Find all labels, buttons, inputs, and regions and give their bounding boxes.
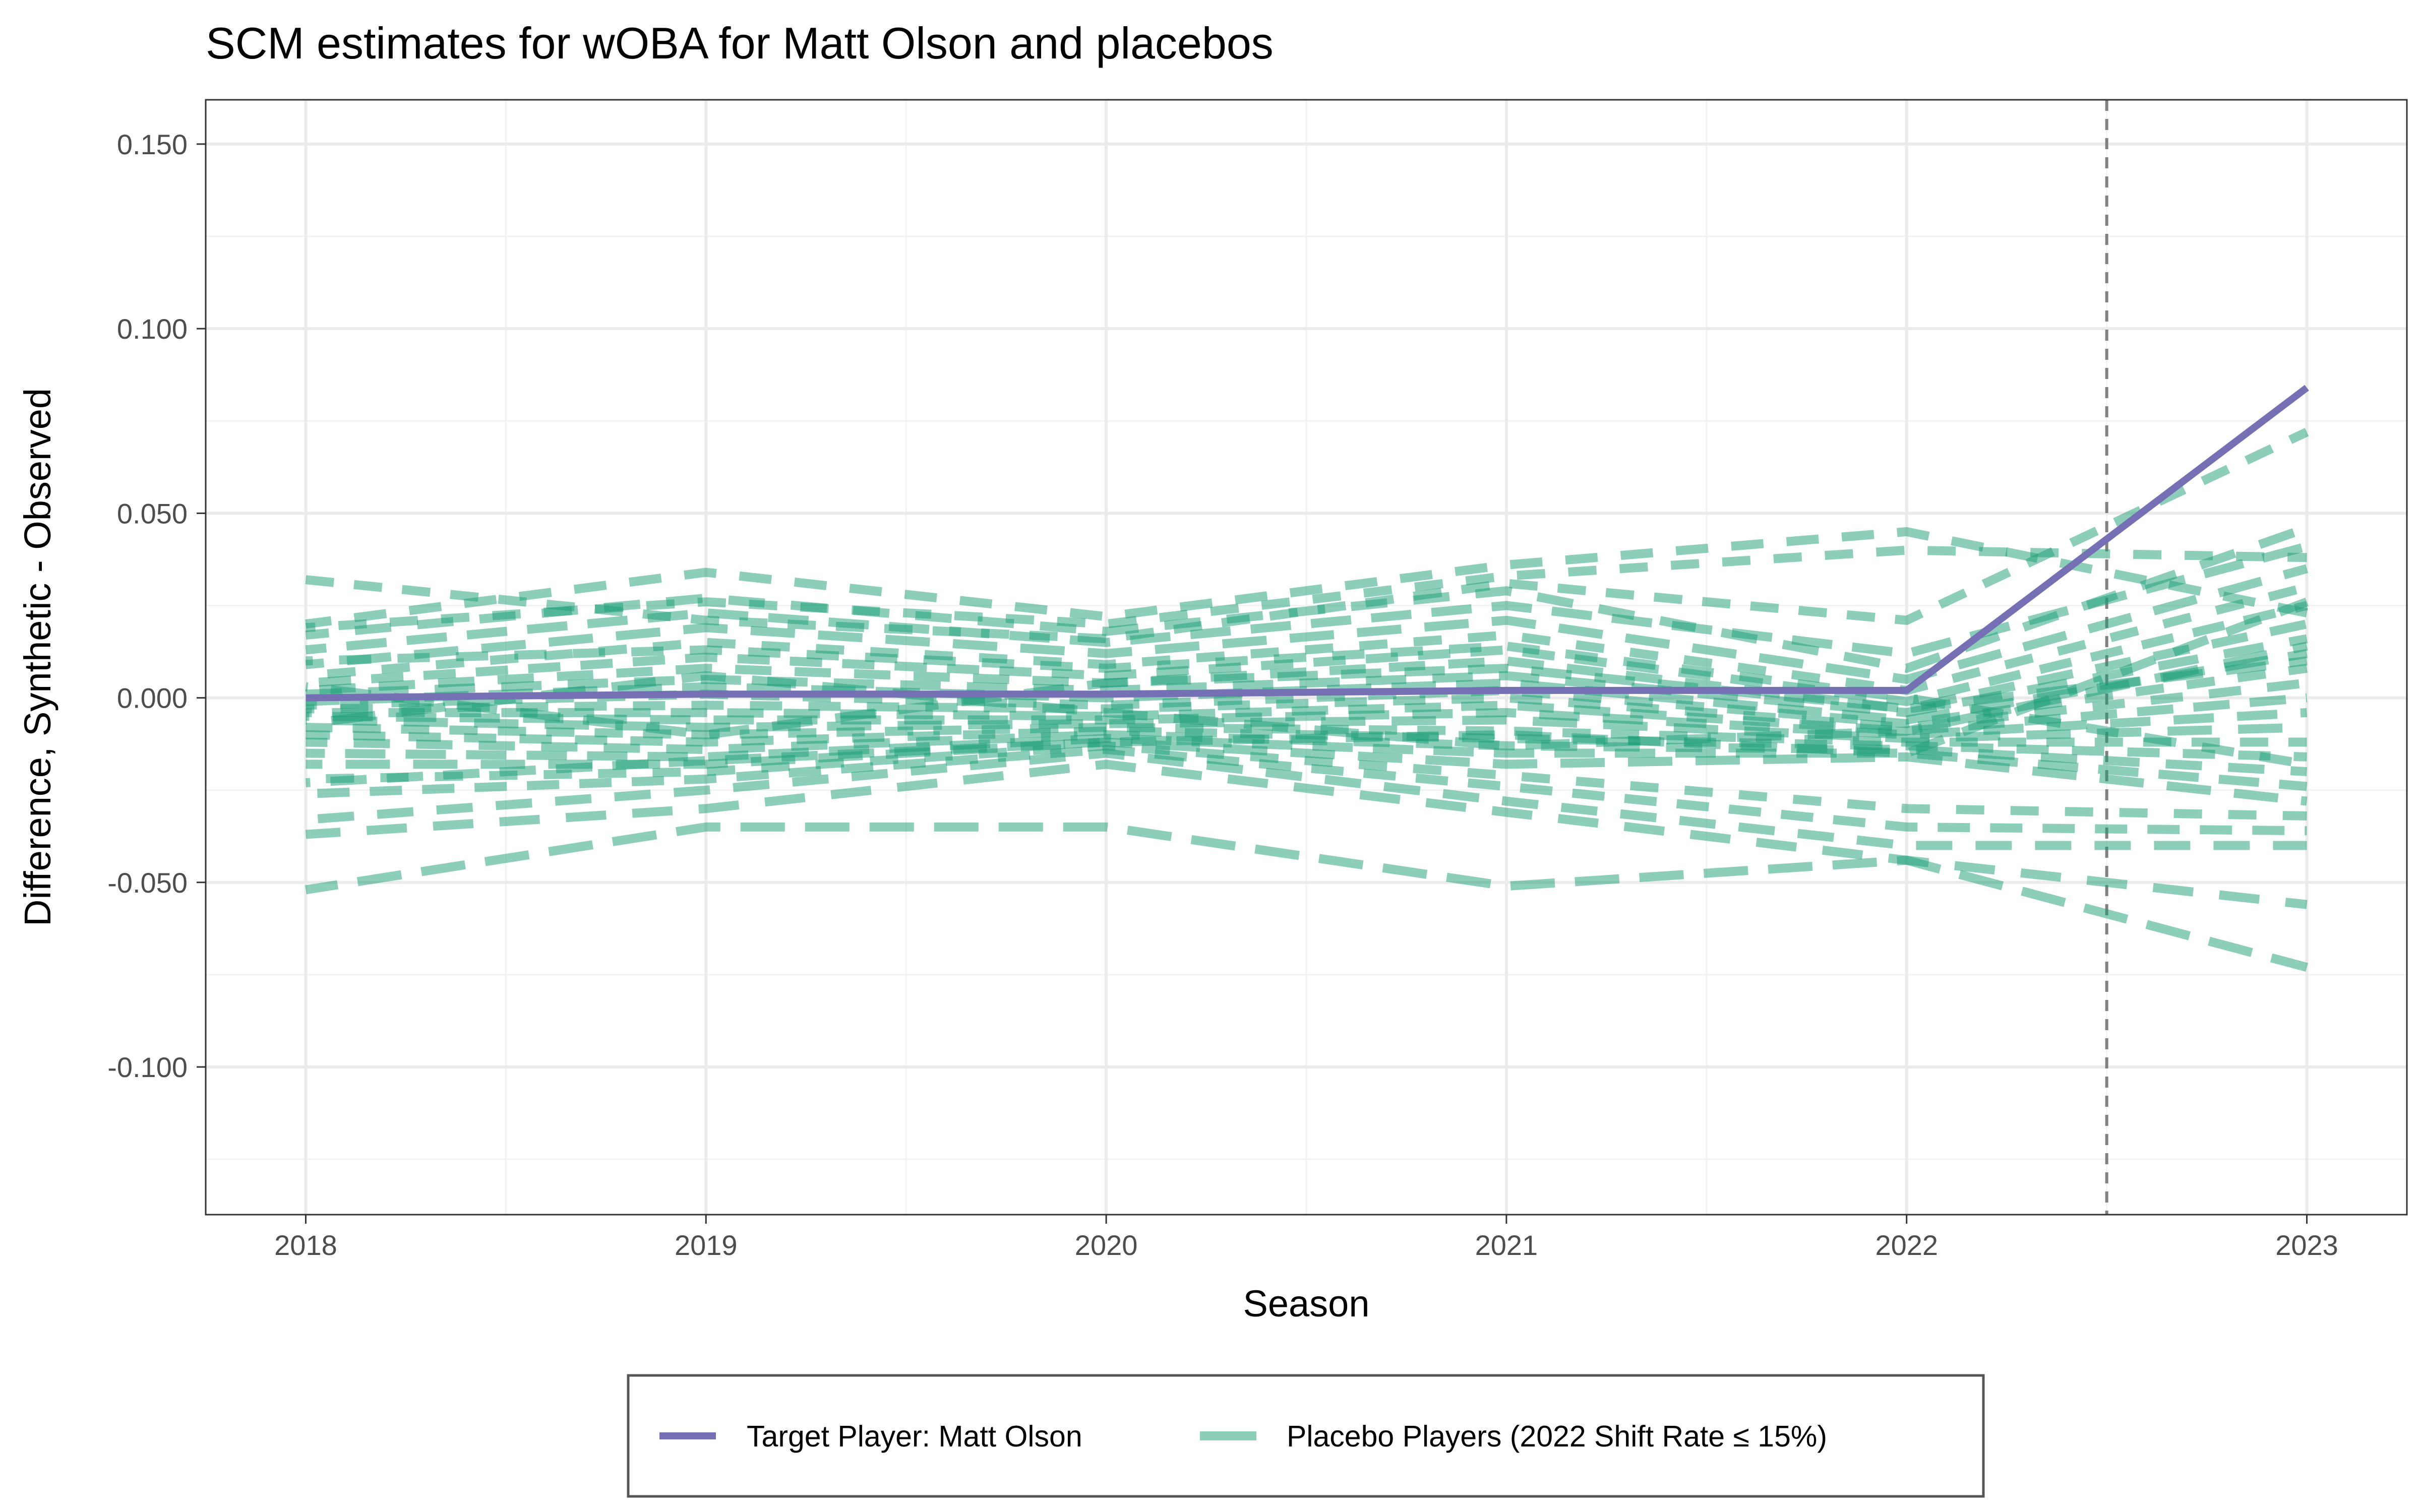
placebo-series-line <box>305 524 2309 673</box>
placebo-series-line <box>305 583 2308 696</box>
placebo-series-line <box>305 597 2309 788</box>
x-tick-label: 2020 <box>1075 1229 1138 1261</box>
x-tick-label: 2019 <box>675 1229 738 1261</box>
placebo-series-line <box>305 642 2308 750</box>
legend-box <box>627 1374 1985 1498</box>
placebo-series-line <box>306 708 2308 739</box>
legend: Target Player: Matt Olson Placebo Player… <box>627 1374 1985 1498</box>
placebo-series-line <box>305 822 2308 972</box>
y-tick-label: 0.150 <box>117 129 188 160</box>
chart-title: SCM estimates for wOBA for Matt Olson an… <box>206 18 1274 68</box>
placebo-series-line <box>306 745 2307 836</box>
x-tick-label: 2021 <box>1475 1229 1538 1261</box>
placebo-series-line <box>305 656 2308 739</box>
target-series-group <box>306 385 2309 702</box>
placebo-series-line <box>305 601 2308 707</box>
y-tick-label: -0.050 <box>107 867 188 899</box>
x-tick-label: 2018 <box>274 1229 337 1261</box>
placebo-series-line <box>306 741 2307 821</box>
y-tick-label: 0.000 <box>117 682 188 714</box>
x-axis-title: Season <box>1243 1283 1370 1325</box>
placebo-series-line <box>306 641 2308 769</box>
y-axis-title: Difference, Synthetic - Observed <box>17 388 58 926</box>
plot-panel-border <box>205 99 2408 1216</box>
y-tick-label: 0.050 <box>117 497 188 529</box>
legend-label-placebo: Placebo Players (2022 Shift Rate ≤ 15%) <box>1287 1420 1827 1453</box>
placebo-series-line <box>306 723 2307 747</box>
placebo-series-line <box>305 527 2308 629</box>
placebo-series-line <box>305 564 2308 684</box>
target-series-line <box>306 385 2309 702</box>
legend-label-target: Target Player: Matt Olson <box>747 1420 1082 1453</box>
y-tick-label: -0.100 <box>107 1051 188 1083</box>
placebo-series-line <box>306 715 2307 743</box>
x-tick-label: 2022 <box>1875 1229 1938 1261</box>
y-tick-label: 0.100 <box>117 313 188 345</box>
placebo-series-line <box>305 760 2308 909</box>
placebo-series-line <box>305 748 2307 850</box>
x-tick-label: 2023 <box>2275 1229 2338 1261</box>
placebo-series-line <box>306 678 2308 732</box>
axes: 2018 2019 2020 2021 2022 2023 0.150 0.100 0.050 0… <box>107 129 2338 1261</box>
